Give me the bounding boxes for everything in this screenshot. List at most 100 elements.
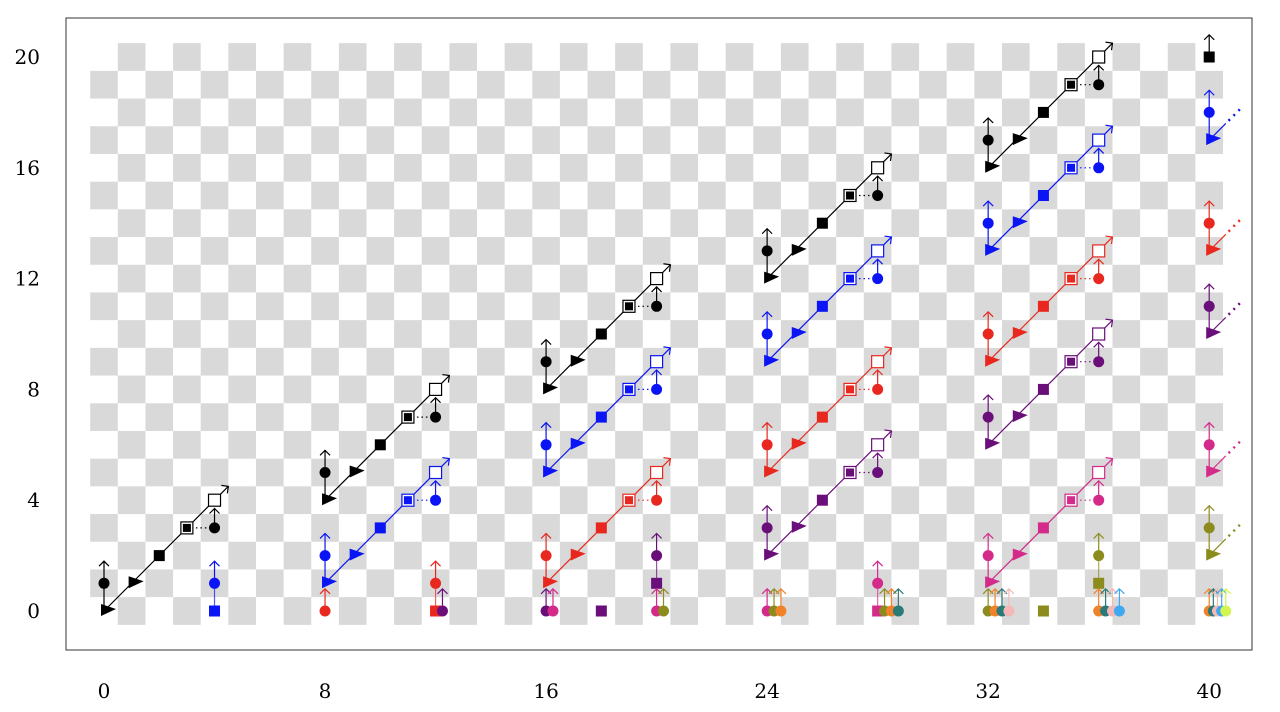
checker-cell [1140,126,1168,154]
circle-marker [982,411,994,423]
triangle-marker [1012,327,1028,339]
triangle-marker [322,493,338,506]
triangle-marker [1012,133,1028,146]
square-marker [816,494,828,506]
x-tick-label: 0 [98,679,111,703]
double-square-marker [1067,274,1076,283]
checker-cell [477,569,505,598]
checker-cell [90,237,118,265]
checker-cell [394,209,422,238]
checker-cell [173,320,201,348]
checker-cell [283,597,312,625]
checker-cell [145,292,174,321]
circle-marker [761,439,773,451]
checker-cell [1001,430,1030,459]
checker-cell [670,153,699,182]
y-tick-label: 20 [15,45,40,69]
checker-cell [228,320,256,348]
checker-cell [117,541,146,570]
checker-cell [117,430,146,459]
arrow-head-icon [1220,587,1232,595]
checker-cell [449,541,478,570]
square-marker [816,217,828,229]
arrow-head-icon [430,479,441,487]
open-square-marker [871,244,885,258]
arrow-head-icon [884,346,893,355]
checker-cell [836,209,864,238]
checker-cell [255,458,284,487]
checker-cell [504,541,533,570]
checker-cell [780,153,809,182]
checker-cell [477,514,505,542]
arrow-head-icon [1093,258,1105,265]
checker-cell [836,153,864,182]
checker-cell [117,320,146,348]
open-square-marker [871,161,885,175]
checker-cell [1112,486,1141,515]
staircase-diagonal [545,264,671,390]
staircase-diagonal [324,458,450,584]
checker-cell [200,347,229,376]
checker-cell [117,375,146,404]
arrow-head-icon [319,587,331,595]
triangle-marker [791,437,807,450]
checker-cell [421,514,450,542]
checker-cell [1057,98,1085,127]
checker-cell [421,347,450,376]
checker-cell [477,347,505,376]
checker-cell [1167,43,1196,71]
double-square-marker [1067,496,1076,505]
checker-cell [559,486,588,515]
checker-cell [311,181,339,210]
checker-cell [808,126,837,154]
arrow-head-icon [209,507,220,514]
checker-cell [670,541,699,570]
y-tick-label: 12 [15,267,40,291]
checker-cell [1112,320,1141,348]
circle-marker [319,467,331,478]
x-tick-label: 16 [533,679,558,703]
circle-marker [430,577,442,589]
checker-cell [725,597,754,625]
checker-cell [559,264,588,293]
circle-marker [761,328,773,340]
triangle-marker [570,437,586,450]
checker-cell [255,237,284,265]
open-square-marker [871,438,885,452]
checker-cell [587,126,616,154]
checker-cell [1029,237,1058,265]
double-square-marker [624,302,633,311]
triangle-marker [1012,410,1028,423]
circle-marker [872,383,884,395]
triangle-marker [791,520,807,533]
arrow-head-icon [547,587,559,595]
checker-cell [283,375,312,404]
triangle-marker [1206,548,1222,561]
triangle-marker [101,604,116,616]
double-square-marker [846,274,855,283]
square-marker [153,550,165,562]
staircase-diagonal [766,430,892,557]
circle-marker [872,273,884,285]
x-tick-label: 24 [754,679,779,703]
checker-cell [394,98,422,127]
checker-cell [808,458,837,487]
checker-cell [1112,375,1141,404]
checker-cell [283,320,312,348]
checker-cell [670,375,699,404]
checker-cell [200,403,229,431]
checker-cell [421,181,450,210]
arrow-head-icon [1203,283,1215,290]
triangle-marker [1012,216,1028,229]
square-marker [1037,605,1049,617]
double-square-marker [403,413,412,422]
arrow-head-icon [430,560,441,567]
checker-cell [449,320,478,348]
checker-cell [200,126,229,154]
checker-cell [145,458,174,487]
checker-cell [255,569,284,598]
checker-cell [1001,375,1030,404]
checker-cell [808,569,837,598]
checker-cell [891,43,920,71]
checker-cell [449,43,478,71]
